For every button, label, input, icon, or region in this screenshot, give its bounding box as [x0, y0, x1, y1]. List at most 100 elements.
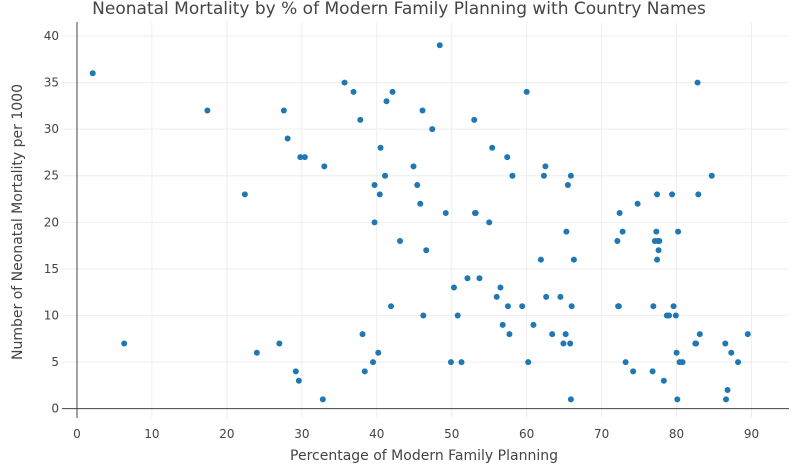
data-point[interactable]: [540, 172, 547, 179]
data-point[interactable]: [423, 247, 430, 254]
data-point[interactable]: [735, 359, 742, 366]
data-point[interactable]: [530, 321, 537, 328]
data-point[interactable]: [634, 200, 641, 207]
data-point[interactable]: [383, 98, 390, 105]
data-point[interactable]: [472, 210, 479, 217]
data-point[interactable]: [694, 79, 701, 86]
data-point[interactable]: [419, 107, 426, 114]
data-point[interactable]: [429, 126, 436, 133]
data-point[interactable]: [567, 172, 574, 179]
data-point[interactable]: [371, 219, 378, 226]
data-point[interactable]: [499, 321, 506, 328]
data-point[interactable]: [557, 293, 564, 300]
data-point[interactable]: [696, 331, 703, 338]
data-point[interactable]: [397, 237, 404, 244]
data-point[interactable]: [509, 172, 516, 179]
data-point[interactable]: [649, 368, 656, 375]
data-point[interactable]: [493, 293, 500, 300]
data-point[interactable]: [295, 377, 302, 384]
data-point[interactable]: [708, 172, 715, 179]
data-point[interactable]: [570, 256, 577, 263]
data-point[interactable]: [562, 331, 569, 338]
data-point[interactable]: [744, 331, 751, 338]
data-point[interactable]: [660, 377, 667, 384]
data-point[interactable]: [675, 228, 682, 235]
data-point[interactable]: [436, 42, 443, 49]
data-point[interactable]: [371, 182, 378, 189]
data-point[interactable]: [622, 359, 629, 366]
data-point[interactable]: [420, 312, 427, 319]
data-point[interactable]: [471, 116, 478, 123]
data-point[interactable]: [654, 256, 661, 263]
data-point[interactable]: [666, 312, 673, 319]
data-point[interactable]: [417, 200, 424, 207]
data-point[interactable]: [615, 303, 622, 310]
data-point[interactable]: [389, 88, 396, 95]
data-point[interactable]: [297, 154, 304, 161]
data-point[interactable]: [695, 191, 702, 198]
data-point[interactable]: [567, 396, 574, 403]
data-point[interactable]: [679, 359, 686, 366]
data-point[interactable]: [549, 331, 556, 338]
data-point[interactable]: [568, 303, 575, 310]
data-point[interactable]: [504, 303, 511, 310]
data-point[interactable]: [284, 135, 291, 142]
data-point[interactable]: [655, 247, 662, 254]
data-point[interactable]: [504, 154, 511, 161]
data-point[interactable]: [537, 256, 544, 263]
data-point[interactable]: [669, 191, 676, 198]
data-point[interactable]: [357, 116, 364, 123]
data-point[interactable]: [382, 172, 389, 179]
data-point[interactable]: [630, 368, 637, 375]
data-point[interactable]: [489, 144, 496, 151]
data-point[interactable]: [567, 340, 574, 347]
data-point[interactable]: [672, 312, 679, 319]
data-point[interactable]: [674, 396, 681, 403]
data-point[interactable]: [656, 237, 663, 244]
data-point[interactable]: [560, 340, 567, 347]
data-point[interactable]: [523, 88, 530, 95]
data-point[interactable]: [359, 331, 366, 338]
data-point[interactable]: [450, 284, 457, 291]
data-point[interactable]: [650, 303, 657, 310]
data-point[interactable]: [375, 349, 382, 356]
data-point[interactable]: [543, 293, 550, 300]
data-point[interactable]: [563, 228, 570, 235]
data-point[interactable]: [447, 359, 454, 366]
data-point[interactable]: [241, 191, 248, 198]
data-point[interactable]: [292, 368, 299, 375]
data-point[interactable]: [723, 396, 730, 403]
data-point[interactable]: [376, 191, 383, 198]
data-point[interactable]: [464, 275, 471, 282]
data-point[interactable]: [204, 107, 211, 114]
data-point[interactable]: [301, 154, 308, 161]
data-point[interactable]: [728, 349, 735, 356]
data-point[interactable]: [350, 88, 357, 95]
data-point[interactable]: [614, 237, 621, 244]
data-point[interactable]: [414, 182, 421, 189]
data-point[interactable]: [341, 79, 348, 86]
data-point[interactable]: [321, 163, 328, 170]
data-point[interactable]: [89, 70, 96, 77]
data-point[interactable]: [476, 275, 483, 282]
data-point[interactable]: [564, 182, 571, 189]
data-point[interactable]: [442, 210, 449, 217]
data-point[interactable]: [454, 312, 461, 319]
data-point[interactable]: [525, 359, 532, 366]
data-point[interactable]: [654, 191, 661, 198]
data-point[interactable]: [519, 303, 526, 310]
data-point[interactable]: [724, 387, 731, 394]
data-point[interactable]: [506, 331, 513, 338]
data-point[interactable]: [653, 228, 660, 235]
data-point[interactable]: [693, 340, 700, 347]
data-point[interactable]: [319, 396, 326, 403]
data-point[interactable]: [377, 144, 384, 151]
data-point[interactable]: [280, 107, 287, 114]
data-point[interactable]: [670, 303, 677, 310]
data-point[interactable]: [619, 228, 626, 235]
data-point[interactable]: [497, 284, 504, 291]
data-point[interactable]: [370, 359, 377, 366]
data-point[interactable]: [388, 303, 395, 310]
data-point[interactable]: [410, 163, 417, 170]
data-point[interactable]: [722, 340, 729, 347]
